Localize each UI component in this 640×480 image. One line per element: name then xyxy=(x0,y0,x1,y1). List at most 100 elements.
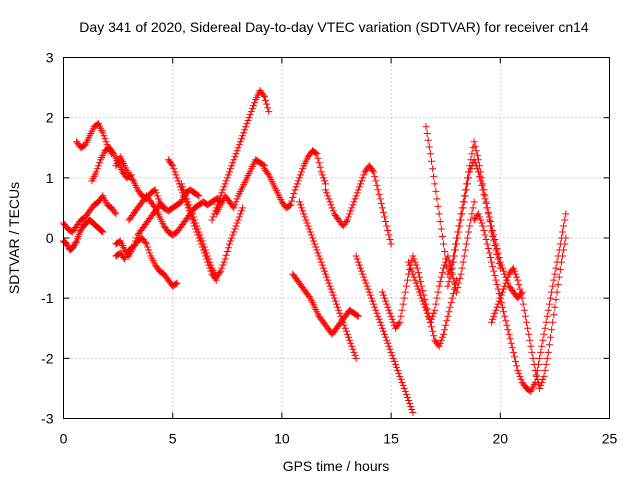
data-point xyxy=(295,174,303,182)
data-point-interp xyxy=(94,162,102,170)
data-point-interp xyxy=(218,189,226,197)
data-point-interp xyxy=(471,142,479,150)
data-point-interp xyxy=(320,177,328,185)
data-point-interp xyxy=(423,129,431,137)
data-point xyxy=(330,294,338,302)
data-point-interp xyxy=(189,213,197,221)
data-point-interp xyxy=(242,123,250,131)
chart-title: Day 341 of 2020, Sidereal Day-to-day VTE… xyxy=(79,19,589,35)
data-point-interp xyxy=(314,249,322,257)
data-point-interp xyxy=(263,100,271,108)
data-point-interp xyxy=(216,195,224,203)
data-point-interp xyxy=(250,102,258,110)
data-point-interp xyxy=(450,252,458,260)
data-point-interp xyxy=(246,111,254,119)
data-point xyxy=(112,210,120,218)
data-point-interp xyxy=(545,300,553,308)
data-point-interp xyxy=(347,207,355,215)
data-point-interp xyxy=(379,208,387,216)
data-point xyxy=(518,294,526,302)
data-point-interp xyxy=(381,294,389,302)
data-point xyxy=(300,210,308,218)
data-point-interp xyxy=(350,348,358,356)
data-point-interp xyxy=(543,354,551,362)
data-point-interp xyxy=(406,399,414,407)
data-point-interp xyxy=(97,226,105,234)
data-point-interp xyxy=(228,234,236,242)
data-point-interp xyxy=(437,273,445,281)
data-point-interp xyxy=(359,270,367,278)
data-point xyxy=(361,276,369,284)
data-point-interp xyxy=(539,375,547,383)
data-point-interp xyxy=(462,186,470,194)
data-point-interp xyxy=(72,239,80,247)
data-point-interp xyxy=(560,222,568,230)
data-point xyxy=(234,144,242,152)
data-point xyxy=(352,192,360,200)
data-point-interp xyxy=(351,195,359,203)
y-tick-label: 2 xyxy=(46,110,54,126)
data-point xyxy=(230,204,238,212)
data-point-interp xyxy=(445,308,453,316)
data-point-interp xyxy=(462,240,470,248)
data-point-interp xyxy=(231,225,239,233)
data-point-interp xyxy=(224,244,232,252)
data-point-interp xyxy=(443,263,451,271)
data-point-interp xyxy=(354,258,362,266)
data-point-interp xyxy=(183,195,191,203)
data-point-interp xyxy=(388,315,396,323)
data-point xyxy=(409,408,417,416)
data-point-interp xyxy=(407,402,415,410)
data-point-interp xyxy=(294,177,302,185)
data-point-interp xyxy=(429,312,437,320)
data-point-interp xyxy=(373,181,381,189)
data-point-interp xyxy=(379,327,387,335)
data-point-interp xyxy=(185,201,193,209)
data-point-interp xyxy=(521,312,529,320)
data-point-interp xyxy=(171,168,179,176)
data-point-interp xyxy=(519,300,527,308)
data-point-interp xyxy=(442,321,450,329)
data-point-interp xyxy=(528,348,536,356)
data-point-interp xyxy=(552,264,560,272)
data-point-interp xyxy=(262,96,270,104)
data-point xyxy=(322,180,330,188)
data-point-interp xyxy=(222,251,230,259)
data-point-interp xyxy=(445,257,453,265)
data-point xyxy=(383,336,391,344)
data-point xyxy=(409,252,417,260)
data-point-interp xyxy=(353,189,361,197)
data-point-interp xyxy=(298,168,306,176)
data-point-interp xyxy=(432,187,440,195)
data-point-interp xyxy=(203,249,211,257)
data-point-interp xyxy=(362,279,370,287)
data-point-interp xyxy=(473,165,481,173)
data-point-interp xyxy=(236,138,244,146)
data-point xyxy=(357,180,365,188)
data-point xyxy=(383,222,391,230)
data-point xyxy=(195,228,203,236)
data-point xyxy=(378,324,386,332)
y-tick-label: -1 xyxy=(41,290,54,306)
data-point-interp xyxy=(538,378,546,386)
data-point-interp xyxy=(328,288,336,296)
data-point-interp xyxy=(554,281,562,289)
data-point-interp xyxy=(498,288,506,296)
data-point xyxy=(540,372,548,380)
data-point-interp xyxy=(375,190,383,198)
data-point-interp xyxy=(292,183,300,191)
x-axis-title: GPS time / hours xyxy=(283,458,390,474)
x-tick-label: 5 xyxy=(169,431,177,447)
data-point xyxy=(540,330,548,338)
data-point-interp xyxy=(172,171,180,179)
data-point-interp xyxy=(548,326,556,334)
data-point xyxy=(509,264,517,272)
data-point-interp xyxy=(490,312,498,320)
data-point-interp xyxy=(449,258,457,266)
data-point xyxy=(387,240,395,248)
data-point xyxy=(387,348,395,356)
data-point-interp xyxy=(524,324,532,332)
data-point-interp xyxy=(537,348,545,356)
data-point-interp xyxy=(412,261,420,269)
